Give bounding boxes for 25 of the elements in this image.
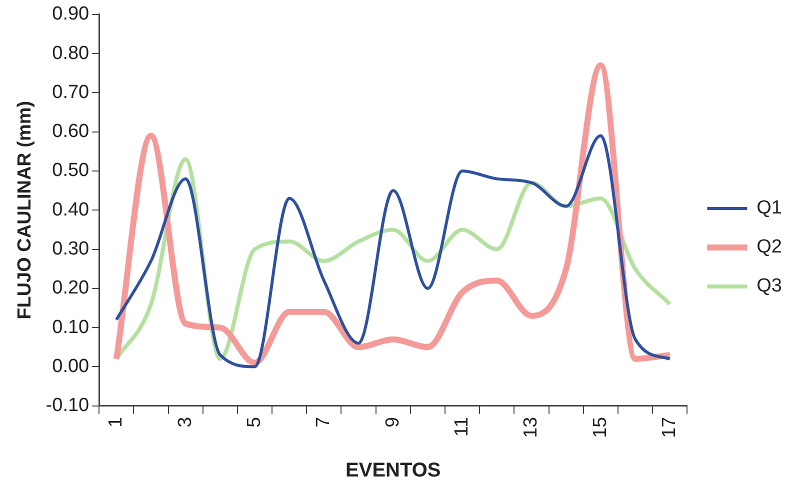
x-tick-label: 11 <box>452 416 473 437</box>
x-axis-title: EVENTOS <box>346 460 441 482</box>
y-tick-label: 0.50 <box>52 160 90 182</box>
legend-label: Q3 <box>756 276 782 297</box>
x-tick-label: 13 <box>520 416 542 438</box>
x-tick-label: 5 <box>244 416 265 428</box>
y-tick-label: 0.90 <box>52 4 90 25</box>
x-tick-label: 17 <box>659 416 680 438</box>
x-tick-label: 7 <box>313 416 334 428</box>
y-tick-label: 0.60 <box>52 121 90 142</box>
y-tick-label: 0.30 <box>52 238 90 260</box>
x-tick-label: 9 <box>382 416 404 428</box>
y-tick-label: 0.00 <box>52 356 90 377</box>
legend-label: Q2 <box>756 236 782 258</box>
y-tick-label: 0.20 <box>52 278 90 299</box>
x-tick-label: 15 <box>590 416 611 438</box>
y-axis-title: FLUJO CAULINAR (mm) <box>14 100 36 320</box>
x-tick-label: 3 <box>174 416 196 428</box>
y-tick-label: 0.10 <box>52 316 90 338</box>
y-tick-label: 0.80 <box>52 42 90 64</box>
y-tick-label: 0.70 <box>52 82 90 103</box>
y-tick-label: -0.10 <box>46 395 90 416</box>
y-tick-label: 0.40 <box>52 199 90 220</box>
legend-label: Q1 <box>756 198 782 219</box>
x-tick-label: 1 <box>106 416 127 428</box>
